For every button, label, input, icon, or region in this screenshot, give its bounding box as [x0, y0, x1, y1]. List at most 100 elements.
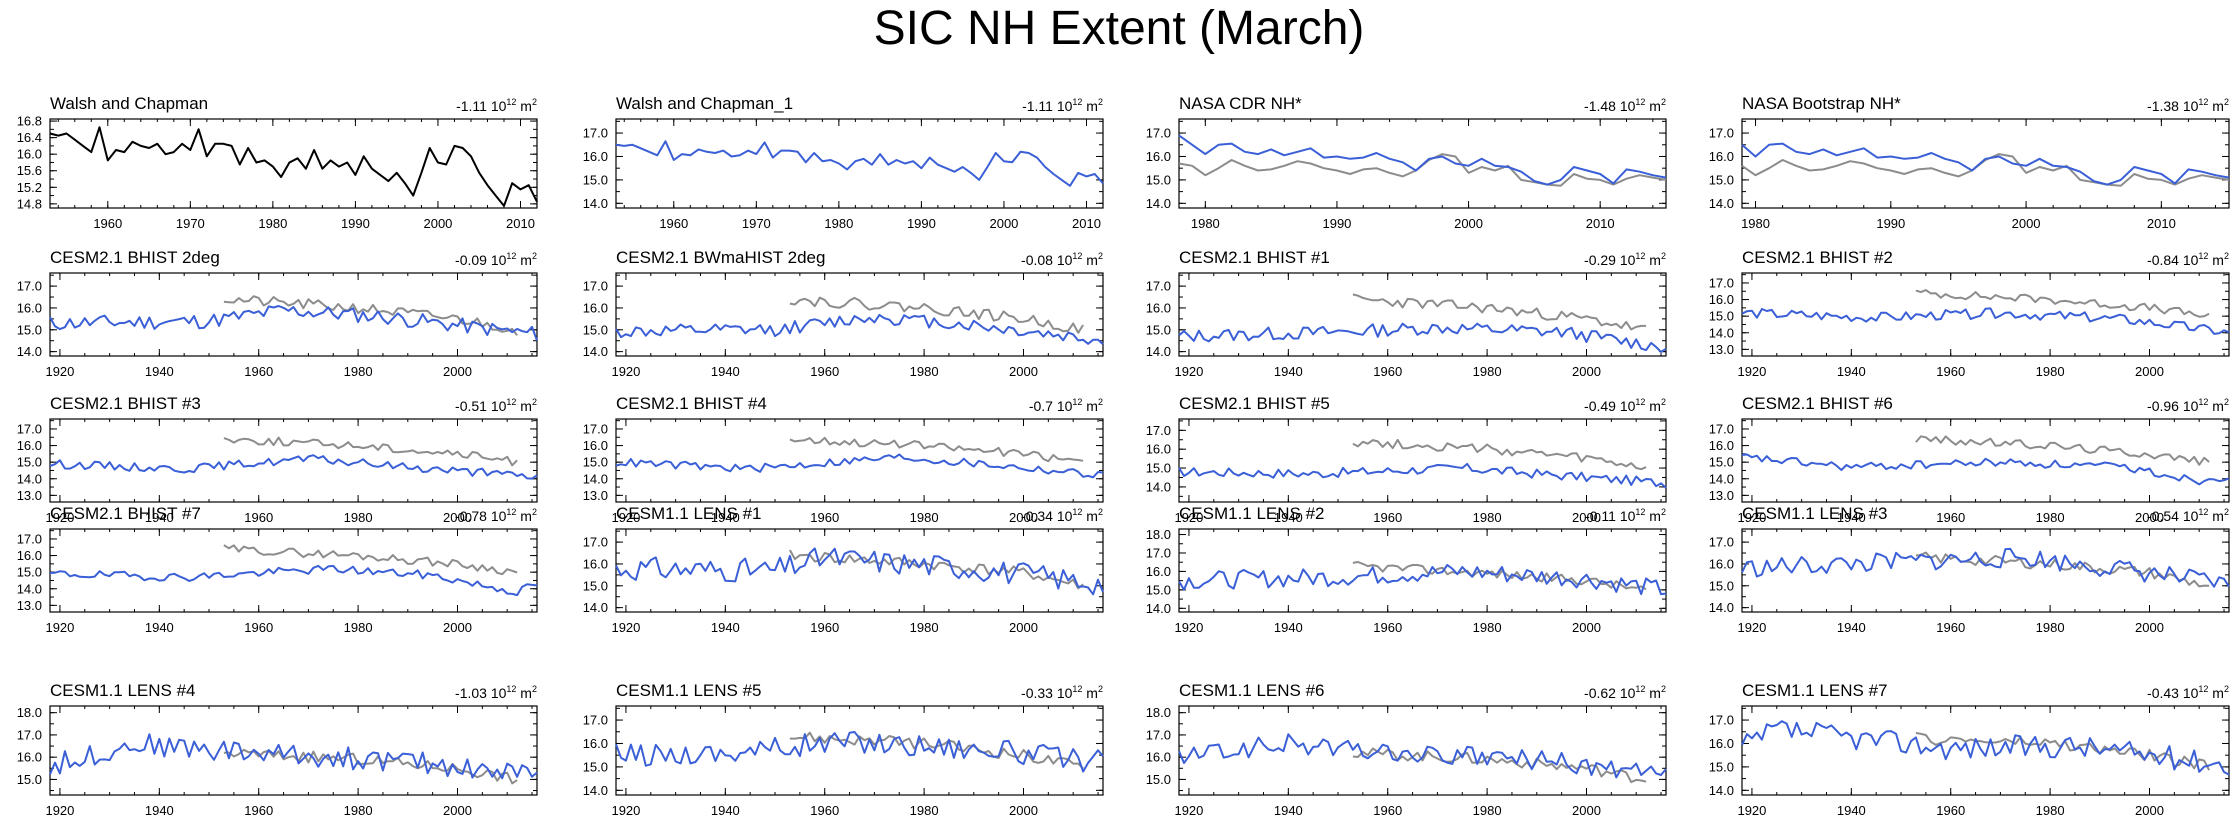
- y-tick-label: 17.0: [1146, 727, 1171, 742]
- y-tick-label: 17.0: [1146, 279, 1171, 294]
- x-tick-label: 2010: [1586, 216, 1615, 231]
- x-tick-label: 1940: [1274, 620, 1303, 635]
- panel-title: CESM2.1 BHIST #7: [50, 504, 201, 523]
- panel-title: NASA CDR NH*: [1179, 94, 1302, 113]
- x-tick-label: 1960: [244, 620, 273, 635]
- x-tick-label: 2000: [443, 803, 472, 818]
- x-tick-label: 1920: [1737, 803, 1766, 818]
- trend-label: -0.62 1012 m2: [1584, 684, 1666, 701]
- panel-grid: Walsh and Chapman -1.11 1012 m2 1960 1970 19…: [17, 94, 2230, 818]
- trend-label: -0.09 1012 m2: [455, 251, 537, 268]
- y-tick-label: 16.0: [583, 736, 608, 751]
- y-tick-label: 14.8: [17, 196, 42, 211]
- x-tick-label: 2000: [1572, 510, 1601, 525]
- y-tick-label: 16.0: [1146, 564, 1171, 579]
- plot-frame: [49, 272, 538, 357]
- x-tick-label: 1980: [1191, 216, 1220, 231]
- y-tick-label: 15.6: [17, 163, 42, 178]
- x-tick-label: 2000: [2135, 803, 2164, 818]
- trend-label: -1.48 1012 m2: [1584, 97, 1666, 114]
- y-tick-label: 15.0: [1146, 772, 1171, 787]
- x-tick-label: 2000: [423, 216, 452, 231]
- trend-label: -0.43 1012 m2: [2147, 684, 2229, 701]
- y-tick-label: 15.0: [583, 455, 608, 470]
- panel-title: Walsh and Chapman_1: [616, 94, 793, 113]
- x-tick-label: 1920: [1174, 620, 1203, 635]
- series-line-model: [615, 731, 1104, 773]
- x-tick-label: 1940: [1274, 803, 1303, 818]
- plot-frame: [615, 418, 1104, 503]
- y-tick-label: 13.0: [583, 488, 608, 503]
- x-tick-label: 1980: [1473, 510, 1502, 525]
- x-tick-label: 1990: [1322, 216, 1351, 231]
- y-tick-label: 16.0: [17, 750, 42, 765]
- panel-title: CESM2.1 BHIST #6: [1742, 394, 1893, 413]
- y-tick-label: 15.0: [583, 578, 608, 593]
- x-tick-label: 2000: [1009, 510, 1038, 525]
- trend-label: -1.11 1012 m2: [1022, 97, 1103, 114]
- x-tick-label: 1940: [145, 803, 174, 818]
- x-tick-label: 1980: [2036, 803, 2065, 818]
- x-tick-label: 1920: [45, 803, 74, 818]
- panel-14: CESM1.1 LENS #1 -0.34 1012 m2 1920 1940 1960…: [583, 504, 1104, 635]
- x-tick-label: 2000: [2012, 216, 2041, 231]
- y-tick-label: 17.0: [583, 126, 608, 141]
- x-tick-label: 1940: [711, 510, 740, 525]
- series-line-model: [1178, 733, 1667, 779]
- trend-label: -0.33 1012 m2: [1021, 684, 1103, 701]
- x-tick-label: 1990: [1876, 216, 1905, 231]
- y-tick-label: 17.0: [1709, 535, 1734, 550]
- trend-label: -0.7 1012 m2: [1029, 397, 1103, 414]
- x-tick-label: 1980: [910, 364, 939, 379]
- panel-7: CESM2.1 BHIST #1 -0.29 1012 m2 1920 1940 196…: [1146, 248, 1667, 379]
- panel-9: CESM2.1 BHIST #3 -0.51 1012 m2 1920 1940 196…: [17, 394, 538, 525]
- panel-title: CESM1.1 LENS #7: [1742, 681, 1888, 700]
- trend-label: -0.54 1012 m2: [2147, 507, 2229, 524]
- plot-frame: [615, 272, 1104, 357]
- y-tick-label: 14.0: [1709, 600, 1734, 615]
- panel-17: CESM1.1 LENS #4 -1.03 1012 m2 1920 1940 1960…: [17, 681, 538, 818]
- x-tick-label: 1960: [1373, 364, 1402, 379]
- panel-title: CESM2.1 BHIST #2: [1742, 248, 1893, 267]
- trend-label: -0.49 1012 m2: [1584, 397, 1666, 414]
- y-tick-label: 14.0: [17, 471, 42, 486]
- y-tick-label: 14.0: [583, 600, 608, 615]
- x-tick-label: 1970: [742, 216, 771, 231]
- x-tick-label: 1920: [611, 803, 640, 818]
- series-line-obs-overlay: [1352, 438, 1647, 471]
- trend-label: -0.96 1012 m2: [2147, 397, 2229, 414]
- x-tick-label: 1920: [611, 364, 640, 379]
- x-tick-label: 1980: [344, 364, 373, 379]
- y-tick-label: 17.0: [17, 421, 42, 436]
- y-tick-label: 17.0: [17, 279, 42, 294]
- plot-frame: [49, 528, 538, 613]
- y-tick-label: 16.0: [583, 556, 608, 571]
- panel-2: Walsh and Chapman_1 -1.11 1012 m2 1960 1970…: [583, 94, 1104, 231]
- y-tick-label: 15.0: [17, 455, 42, 470]
- x-tick-label: 1980: [910, 510, 939, 525]
- series-line-obs-overlay: [1178, 153, 1667, 187]
- panel-title: NASA Bootstrap NH*: [1742, 94, 1901, 113]
- x-tick-label: 1920: [611, 510, 640, 525]
- x-tick-label: 1960: [1936, 620, 1965, 635]
- plot-frame: [1178, 418, 1667, 503]
- x-tick-label: 1940: [145, 620, 174, 635]
- panel-20: CESM1.1 LENS #7 -0.43 1012 m2 1920 1940 1960…: [1709, 681, 2230, 818]
- y-tick-label: 15.0: [1709, 309, 1734, 324]
- panel-title: CESM1.1 LENS #5: [616, 681, 762, 700]
- x-tick-label: 1980: [1473, 620, 1502, 635]
- y-tick-label: 16.0: [1709, 556, 1734, 571]
- x-tick-label: 1960: [810, 364, 839, 379]
- y-tick-label: 14.0: [1146, 344, 1171, 359]
- y-tick-label: 17.0: [583, 535, 608, 550]
- series-line-model: [1741, 307, 2230, 335]
- x-tick-label: 1940: [711, 803, 740, 818]
- x-tick-label: 1960: [244, 803, 273, 818]
- x-tick-label: 1920: [1737, 364, 1766, 379]
- y-tick-label: 14.0: [583, 344, 608, 359]
- x-tick-label: 1920: [45, 510, 74, 525]
- plot-frame: [615, 528, 1104, 613]
- x-tick-label: 1940: [711, 620, 740, 635]
- panel-11: CESM2.1 BHIST #5 -0.49 1012 m2 1920 1940 196…: [1146, 394, 1667, 525]
